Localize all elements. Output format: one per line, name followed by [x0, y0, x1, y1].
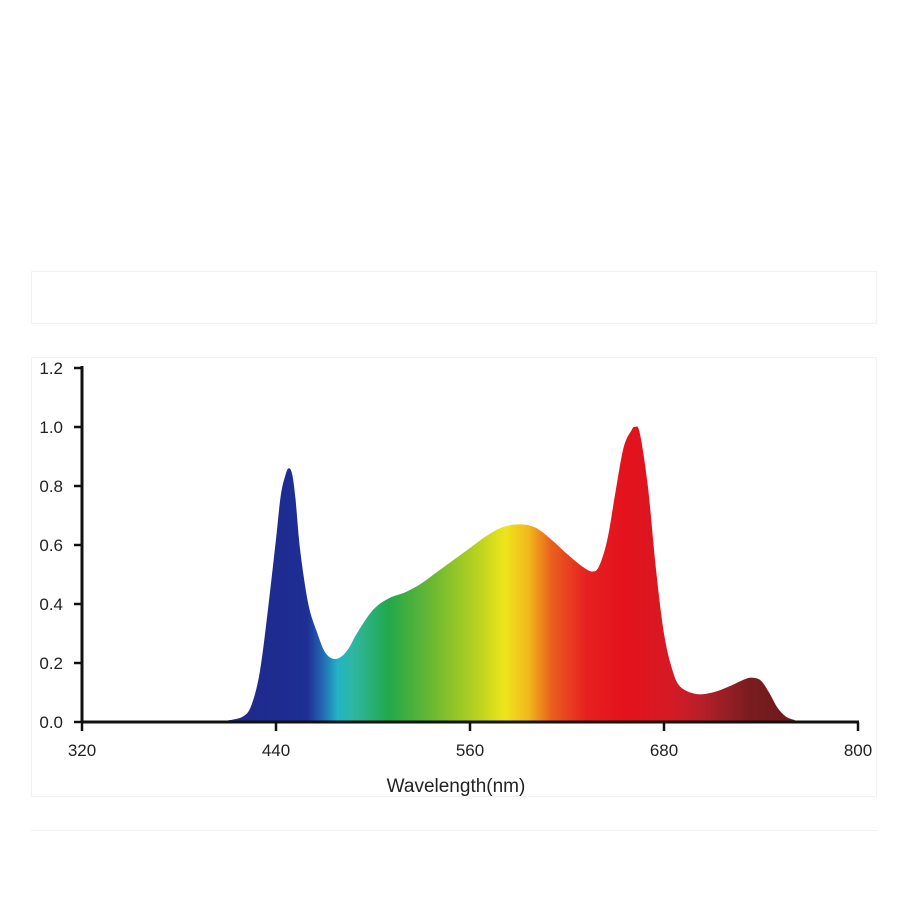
x-tick-label: 800	[844, 741, 872, 760]
bottom-divider	[31, 830, 877, 831]
y-tick-label: 1.2	[39, 359, 63, 378]
x-tick-label: 440	[262, 741, 290, 760]
y-tick-label: 0.0	[39, 713, 63, 732]
y-tick-label: 1.0	[39, 418, 63, 437]
top-empty-panel	[31, 271, 877, 324]
y-tick-label: 0.2	[39, 654, 63, 673]
y-tick-label: 0.8	[39, 477, 63, 496]
spectrum-area	[82, 426, 858, 722]
x-axis-title: Wavelength(nm)	[387, 776, 526, 797]
y-tick-label: 0.4	[39, 595, 63, 614]
x-tick-label: 560	[456, 741, 484, 760]
x-tick-label: 680	[650, 741, 678, 760]
x-tick-label: 320	[68, 741, 96, 760]
y-tick-label: 0.6	[39, 536, 63, 555]
